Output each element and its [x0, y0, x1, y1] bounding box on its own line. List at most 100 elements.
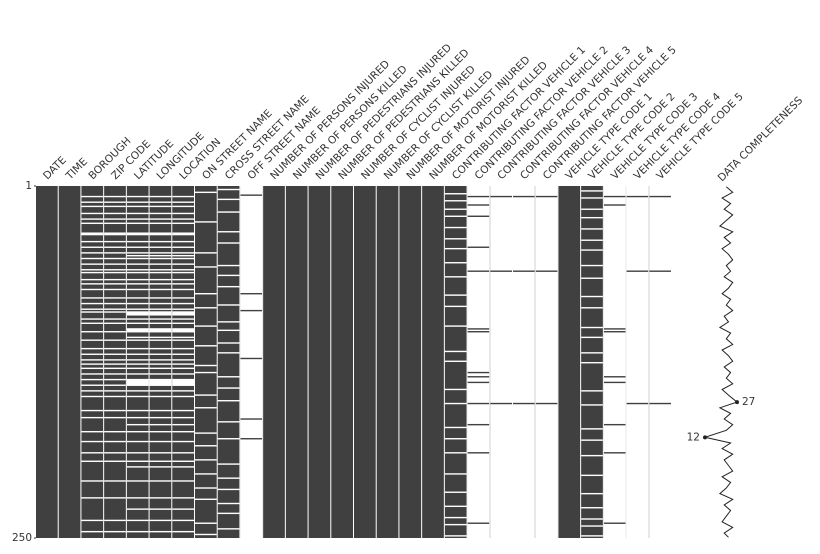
missing-run — [126, 440, 149, 443]
missing-run — [104, 339, 126, 341]
missing-run — [81, 353, 104, 355]
missing-run — [149, 440, 172, 443]
missing-run — [217, 376, 240, 378]
missing-run — [126, 363, 149, 365]
missing-run — [195, 407, 217, 409]
missing-run — [467, 205, 490, 216]
missing-run — [195, 266, 217, 268]
missing-run — [444, 208, 467, 210]
missing-run — [149, 480, 172, 482]
missing-run — [81, 257, 104, 260]
missing-run — [126, 336, 149, 339]
missing-run — [104, 359, 126, 361]
missing-run — [172, 416, 194, 419]
missing-run — [172, 297, 194, 299]
column — [172, 186, 194, 538]
missing-run — [217, 477, 240, 479]
missing-run — [104, 257, 126, 260]
missing-run — [195, 498, 217, 500]
missing-run — [172, 212, 194, 215]
missing-run — [172, 347, 194, 350]
missing-run — [104, 409, 126, 412]
missing-run — [149, 283, 172, 285]
missing-run — [172, 497, 194, 499]
missing-run — [126, 252, 149, 254]
missing-run — [149, 336, 172, 339]
missing-run — [217, 352, 240, 354]
missing-run — [126, 466, 149, 468]
missing-run — [126, 257, 149, 260]
missing-run — [126, 205, 149, 208]
missing-run — [149, 347, 172, 350]
missing-run — [172, 322, 194, 324]
missing-run — [81, 395, 104, 398]
missing-run — [490, 404, 512, 538]
missing-run — [581, 295, 603, 298]
missing-run — [149, 271, 172, 274]
missing-run — [444, 505, 467, 508]
missing-run — [467, 523, 490, 538]
missing-run — [581, 336, 603, 339]
missing-run — [126, 308, 149, 310]
missing-run — [444, 238, 467, 240]
missing-run — [126, 328, 149, 333]
missing-run — [195, 221, 217, 223]
missing-run — [126, 480, 149, 482]
missing-run — [104, 318, 126, 320]
missing-run — [149, 240, 172, 243]
missing-run — [490, 197, 512, 271]
missing-run — [149, 395, 172, 398]
missing-run — [81, 359, 104, 361]
missing-run — [172, 271, 194, 274]
missing-run — [81, 218, 104, 220]
missing-run — [104, 378, 126, 381]
missing-run — [126, 201, 149, 203]
missing-run — [195, 533, 217, 536]
missing-run — [172, 246, 194, 248]
missing-run — [581, 525, 603, 527]
missing-run — [126, 283, 149, 285]
missing-run — [81, 497, 104, 499]
missing-run — [217, 274, 240, 277]
missing-run — [444, 294, 467, 296]
missing-run — [581, 362, 603, 364]
missing-run — [513, 271, 535, 403]
missing-run — [149, 302, 172, 305]
missing-run — [149, 378, 172, 386]
missing-run — [81, 480, 104, 482]
missing-run — [104, 460, 126, 462]
missing-run — [581, 535, 603, 537]
missing-run — [603, 453, 626, 523]
missing-run — [126, 373, 149, 375]
missing-run — [149, 252, 172, 254]
missing-run — [104, 271, 126, 274]
missing-run — [513, 404, 535, 538]
column — [58, 186, 81, 538]
missing-run — [104, 278, 126, 281]
missing-run — [444, 305, 467, 308]
missing-run — [172, 254, 194, 257]
missing-run — [81, 416, 104, 419]
missing-run — [467, 425, 490, 453]
missing-run — [126, 302, 149, 305]
min-label: 12 — [687, 431, 700, 443]
missing-run — [149, 269, 172, 271]
missing-run — [104, 452, 126, 454]
missing-run — [467, 377, 490, 382]
missing-run — [444, 193, 467, 195]
missing-run — [444, 325, 467, 327]
missing-run — [581, 208, 603, 210]
missing-run — [581, 216, 603, 219]
missing-run — [126, 311, 149, 316]
missing-run — [581, 239, 603, 241]
missing-run — [172, 460, 194, 462]
missing-run — [81, 378, 104, 381]
missing-run — [172, 218, 194, 220]
missing-run — [81, 430, 104, 433]
missing-run — [126, 452, 149, 454]
column — [263, 186, 285, 538]
missing-run — [444, 491, 467, 493]
missing-run — [513, 186, 535, 196]
missing-run — [104, 430, 126, 433]
missing-run — [149, 409, 172, 412]
